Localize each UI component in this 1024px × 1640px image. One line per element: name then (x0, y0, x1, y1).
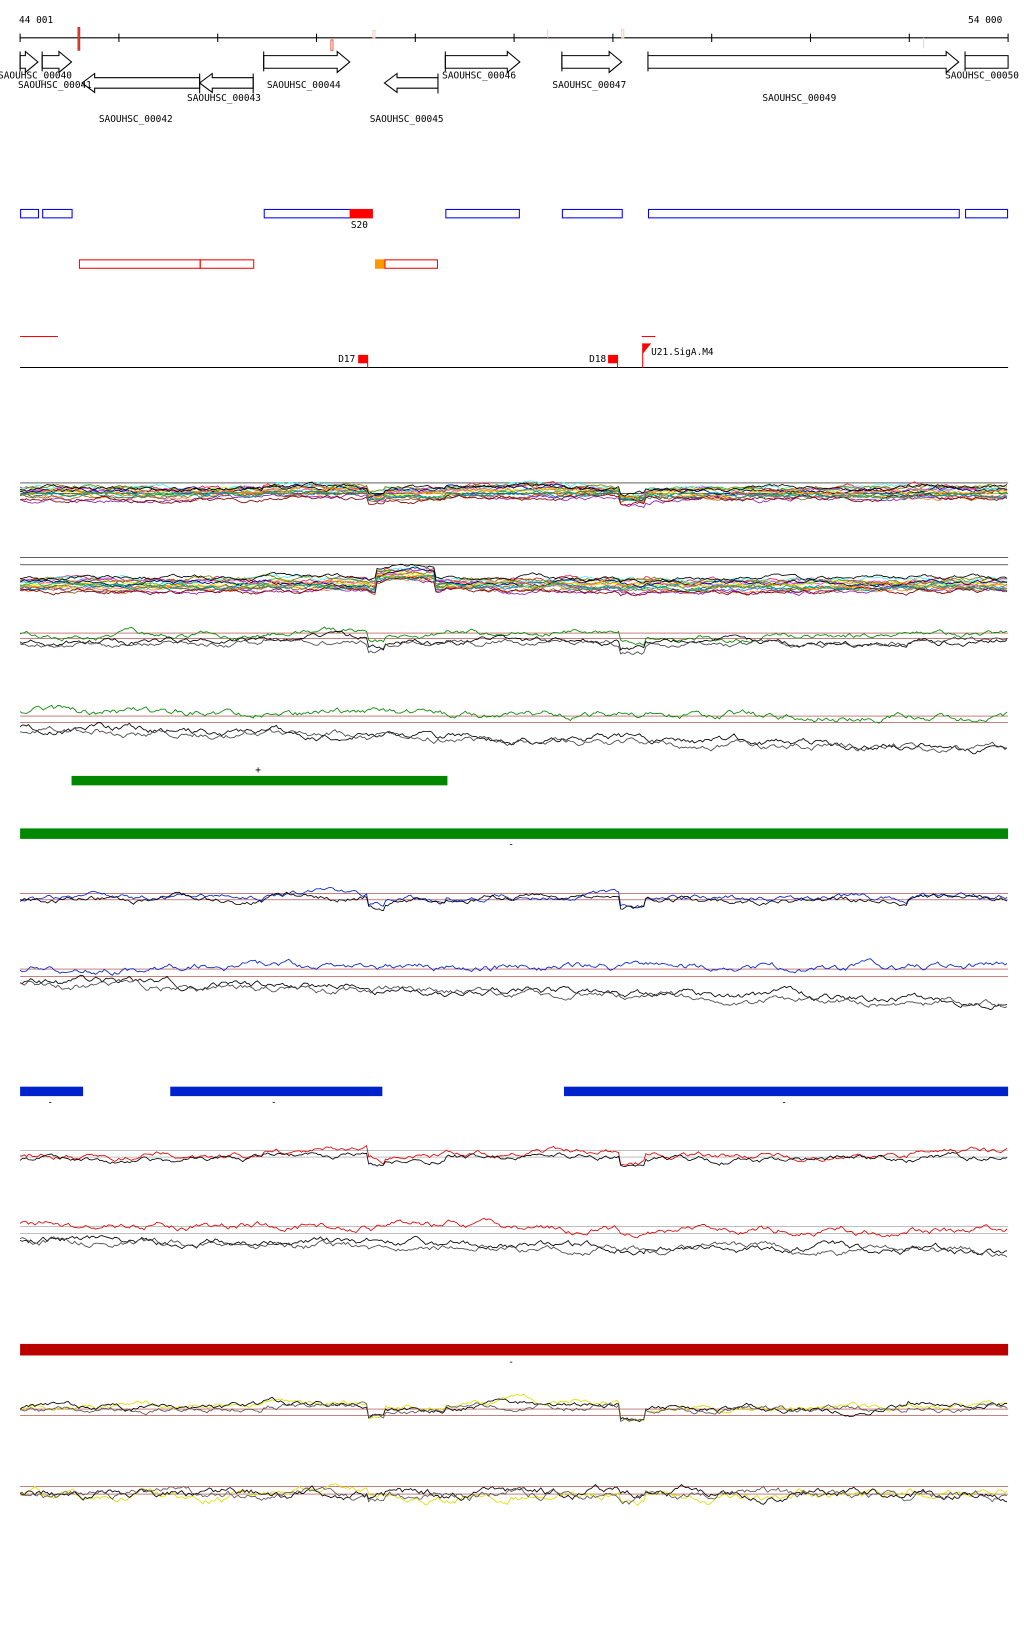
gene-arrow-SAOUHSC_00044[interactable] (263, 50, 351, 74)
segment-strand-label: - (47, 1098, 53, 1109)
multi-sample-trace (20, 574, 1008, 592)
multi-sample-trace (20, 563, 1008, 584)
multi-sample-trace (19, 481, 1008, 497)
promoter-label: U21.SigA.M4 (651, 347, 714, 358)
segment-strand-label: - (781, 1098, 787, 1109)
transcript-box[interactable] (199, 259, 255, 269)
gene-label[interactable]: SAOUHSC_00040 (0, 71, 72, 82)
gene-arrow-SAOUHSC_00043[interactable] (198, 72, 254, 94)
site-track: D17 D18 U21.SigA.M4 (20, 335, 1009, 369)
transcript-box[interactable] (965, 208, 1009, 219)
minus-segment-blue[interactable] (563, 1086, 1009, 1097)
minus-segment-blue[interactable] (170, 1086, 383, 1097)
black-trace (20, 1401, 1008, 1422)
segment-bars: + - - - - - (20, 765, 1009, 1368)
gene-label[interactable]: SAOUHSC_00046 (442, 71, 516, 82)
multi-sample-trace (19, 575, 1008, 597)
gene-arrow-SAOUHSC_00046[interactable] (444, 50, 521, 74)
gene-label[interactable]: SAOUHSC_00042 (99, 114, 173, 125)
minus-segment-green[interactable] (20, 828, 1009, 839)
gene-arrow-SAOUHSC_00049[interactable] (647, 50, 960, 74)
black-trace (19, 974, 1008, 1011)
gene-labels: SAOUHSC_00040 SAOUHSC_00041 SAOUHSC_0004… (0, 71, 1019, 125)
segment-strand-label: - (271, 1098, 277, 1109)
ruler-end-label: 54 000 (968, 15, 1002, 26)
green-trace (19, 626, 1008, 646)
transcript-box[interactable] (647, 208, 960, 219)
blue-trace (19, 887, 1008, 910)
black-trace (19, 636, 1008, 655)
gene-label[interactable]: SAOUHSC_00050 (945, 71, 1019, 82)
ruler-marker (372, 29, 376, 39)
gene-arrow-SAOUHSC_00040[interactable] (19, 50, 39, 74)
blue-trace (19, 958, 1008, 976)
reverse-transcript-track (78, 259, 438, 269)
black-trace (19, 1236, 1008, 1258)
transcript-box[interactable] (42, 208, 73, 219)
orange-feature[interactable] (374, 259, 385, 269)
black-trace (19, 1485, 1008, 1505)
segment-strand-label: + (255, 765, 261, 776)
black-trace (19, 1235, 1008, 1256)
gene-arrow-SAOUHSC_00047[interactable] (561, 50, 623, 74)
gene-arrow-SAOUHSC_00042[interactable] (81, 72, 201, 94)
gene-label[interactable]: SAOUHSC_00049 (762, 93, 836, 104)
ruler-marker (330, 39, 334, 51)
transcript-box[interactable] (263, 208, 351, 219)
multi-sample-trace (19, 489, 1008, 501)
black-trace (19, 891, 1008, 911)
d17-label: D17 (338, 354, 355, 365)
gene-arrow-SAOUHSC_00050[interactable] (964, 55, 1009, 69)
ruler-marker (77, 27, 81, 51)
yellow-trace (20, 1483, 1008, 1506)
d18-marker[interactable] (608, 354, 618, 364)
multi-sample-trace (20, 488, 1008, 502)
gene-label[interactable]: SAOUHSC_00041 (18, 80, 92, 91)
expression-tracks (19, 480, 1009, 1506)
ruler-marker (547, 29, 549, 38)
minus-segment-blue[interactable] (20, 1086, 84, 1097)
d18-label: D18 (589, 354, 606, 365)
red-trace (20, 1144, 1008, 1166)
gene-arrow-SAOUHSC_00041[interactable] (41, 50, 73, 74)
transcript-box[interactable] (384, 259, 438, 269)
transcript-box[interactable] (78, 259, 201, 269)
minus-segment-red[interactable] (20, 1343, 1009, 1356)
black-trace (19, 978, 1008, 1008)
gene-label[interactable]: SAOUHSC_00044 (267, 80, 341, 91)
multi-sample-trace (19, 566, 1008, 588)
promoter-flag-icon[interactable] (642, 343, 652, 354)
ruler: 44 001 54 000 (19, 15, 1009, 51)
gene-label[interactable]: SAOUHSC_00045 (370, 114, 444, 125)
ruler-ticks (19, 33, 1009, 42)
ruler-start-label: 44 001 (19, 15, 53, 26)
forward-transcript-track (20, 208, 1009, 219)
red-trace (19, 1217, 1008, 1239)
plus-segment-green[interactable] (71, 775, 448, 786)
black-trace (19, 630, 1008, 651)
transcript-box[interactable] (561, 208, 623, 219)
green-trace (19, 704, 1008, 724)
transcript-box[interactable] (445, 208, 520, 219)
ruler-marker (923, 37, 925, 49)
segment-strand-label: - (508, 839, 514, 850)
gene-label[interactable]: SAOUHSC_00047 (552, 80, 626, 91)
black-trace (19, 722, 1008, 755)
d17-marker[interactable] (358, 354, 368, 364)
transcript-box[interactable] (20, 208, 40, 219)
gene-label[interactable]: SAOUHSC_00043 (187, 93, 261, 104)
multi-sample-trace (19, 569, 1008, 586)
black-trace (19, 1396, 1008, 1422)
black-trace (19, 1483, 1008, 1505)
black-trace (19, 1151, 1008, 1168)
segment-strand-label: - (508, 1357, 514, 1368)
black-trace (19, 726, 1008, 754)
s20-feature[interactable] (349, 208, 373, 219)
s20-label: S20 (351, 220, 368, 231)
gene-track (19, 50, 1009, 94)
ruler-marker (621, 28, 625, 39)
gene-arrow-SAOUHSC_00045[interactable] (383, 72, 439, 94)
